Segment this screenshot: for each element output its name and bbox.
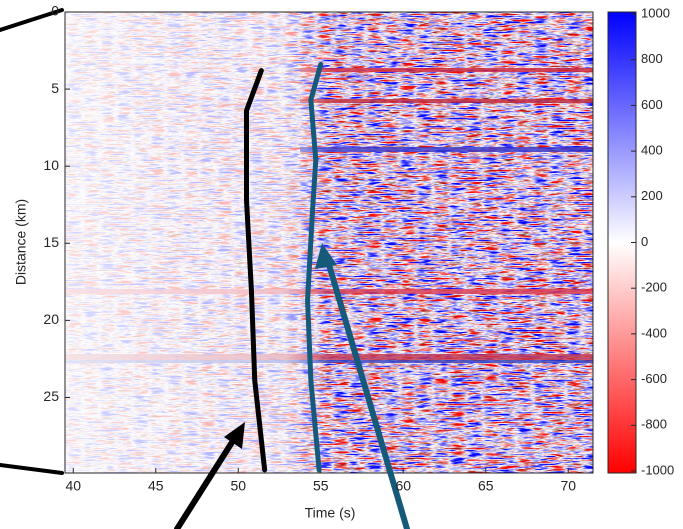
colorbar-tick-label: 400 — [641, 143, 663, 158]
arrow-head — [315, 243, 337, 269]
x-tick-label: 70 — [560, 478, 576, 494]
colorbar: -1000 -800 -600 -400 -200 0 200 400 600 800 1000 — [607, 5, 674, 477]
colorbar-tick-label: -800 — [641, 417, 667, 432]
y-tick-label: 5 — [51, 80, 59, 96]
arrow — [174, 433, 239, 529]
arrow-head — [224, 422, 245, 449]
colorbar-tick-label: -1000 — [641, 462, 674, 477]
colorbar-tick-label: 600 — [641, 97, 663, 112]
heatmap-fade — [65, 12, 593, 473]
axes-box — [64, 11, 594, 474]
callout-line — [0, 8, 64, 32]
y-tick-label: 0 — [51, 3, 59, 19]
colorbar-tick-label: 1000 — [641, 5, 670, 20]
x-axis-label: Time (s) — [305, 505, 356, 521]
colorbar-tick-label: 0 — [641, 234, 648, 249]
trace-line — [305, 61, 324, 473]
x-tick-label: 65 — [478, 478, 494, 494]
y-tick-label: 10 — [43, 157, 59, 173]
colorbar-tick-label: 200 — [641, 188, 663, 203]
trace-line — [244, 68, 268, 473]
x-tick-label: 50 — [230, 478, 246, 494]
callout-line — [0, 463, 64, 475]
colorbar-tick-label: 800 — [641, 51, 663, 66]
x-tick-label: 45 — [148, 478, 164, 494]
plot-area — [64, 11, 594, 474]
annotations — [0, 8, 410, 529]
y-tick-label: 25 — [43, 388, 59, 404]
x-tick-label: 55 — [313, 478, 329, 494]
y-axis-label: Distance (km) — [13, 199, 29, 285]
colorbar-tick-label: -600 — [641, 371, 667, 386]
y-tick-label: 20 — [43, 311, 59, 327]
x-tick-label: 40 — [65, 478, 81, 494]
y-tick-label: 15 — [43, 234, 59, 250]
colorbar-tick-label: -200 — [641, 280, 667, 295]
x-tick-label: 60 — [395, 478, 411, 494]
colorbar-tick-label: -400 — [641, 325, 667, 340]
arrow — [324, 255, 410, 529]
